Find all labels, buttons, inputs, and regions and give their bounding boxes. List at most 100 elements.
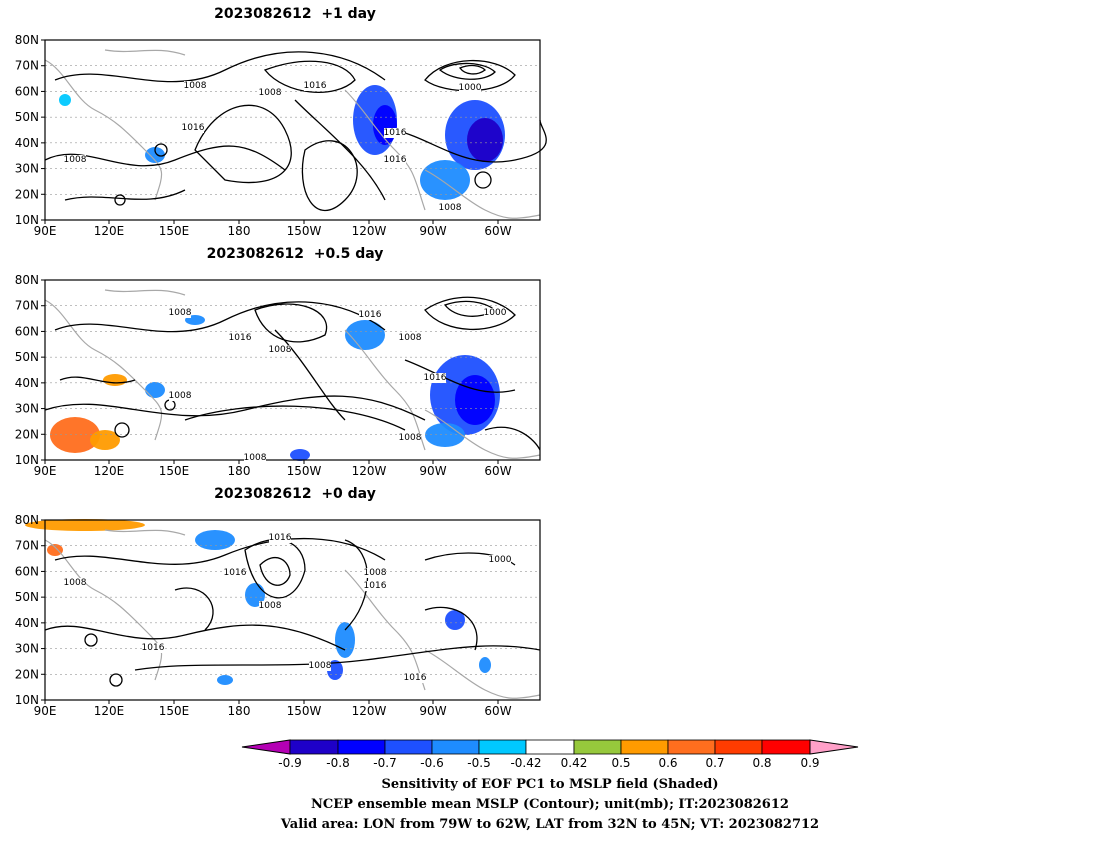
contour-label-bg [424,373,446,383]
caption-line-2: NCEP ensemble mean MSLP (Contour); unit(… [311,797,789,812]
sensitivity-shading [420,160,470,200]
colorbar-segment [478,739,527,755]
lat-label: 40N [15,136,39,150]
mslp-contour [424,606,478,651]
mslp-contour [59,376,136,384]
sensitivity-shading [195,530,235,550]
sensitivity-shading [425,423,465,447]
lat-label: 30N [15,642,39,656]
contour-label-bg [489,555,511,565]
contour-label: 1008 [399,333,422,343]
colorbar-arrow-left [241,739,291,755]
contour-label-bg [229,333,251,343]
contour-label: 1016 [359,310,382,320]
lat-label: 10N [15,693,39,707]
colorbar-segment [714,739,763,755]
sensitivity-shading [217,675,233,685]
colorbar-tick-label: -0.9 [278,756,302,770]
colorbar-segment [289,739,339,755]
contour-label-bg [64,155,86,165]
sensitivity-shading [455,375,495,425]
contour-label: 1008 [64,578,87,588]
contour-label-bg [484,308,506,318]
colorbar-segment [337,739,386,755]
lon-label: 60W [484,704,511,718]
contour-label-bg [142,643,164,653]
contour-label-bg [399,433,421,443]
coastline [104,529,186,536]
map-panel-1: 1008 1016 1008 1016 1008 1016 1016 1000 1008 80N 7… [15,33,547,238]
lat-label: 50N [15,350,39,364]
contour-label-bg [224,568,246,578]
lat-label: 30N [15,402,39,416]
mslp-contour [174,587,214,631]
colorbar-segment [525,739,575,755]
contour-label-bg [244,453,266,463]
colorbar-tick-label: 0.7 [705,756,725,770]
sensitivity-shading [59,94,71,106]
lat-label: 20N [15,667,39,681]
lat-label: 40N [15,616,39,630]
lat-label: 80N [15,33,39,47]
lat-label: 70N [15,299,39,313]
mslp-contour [474,171,492,189]
map-frame [44,519,541,701]
contour-label: 1016 [182,123,205,133]
mslp-contour [114,422,130,438]
colorbar-segment [384,739,433,755]
contour-label-bg [304,81,326,91]
lon-label: 120W [352,224,387,238]
mslp-contour [259,556,291,586]
map-panel-2: 1008101610081016100810001016100810081008… [15,273,541,478]
panel-title: 2023082612 +0 day [214,486,376,502]
mslp-contour [294,99,386,201]
mslp-contour [484,426,541,451]
colorbar-tick-label: -0.7 [373,756,397,770]
contour-label: 1008 [259,601,282,611]
colorbar-tick-label: -0.8 [326,756,350,770]
contour-label: 1016 [404,673,427,683]
sensitivity-shading [47,544,63,556]
lon-label: 180 [228,464,251,478]
sensitivity-shading [479,657,491,673]
lat-label: 20N [15,187,39,201]
coastline [424,169,541,219]
contour-label-bg [309,661,331,671]
lon-label: 150E [159,704,190,718]
coastline [44,59,163,201]
sensitivity-shading [335,622,355,658]
lat-label: 20N [15,427,39,441]
contour-label: 1008 [364,568,387,578]
mslp-contour [44,624,346,651]
contour-label: 1016 [304,81,327,91]
sensitivity-shading [50,417,100,453]
contour-label-bg [439,203,461,213]
lat-label: 60N [15,564,39,578]
coastline [424,649,541,699]
contour-label: 1008 [169,391,192,401]
contour-label: 1008 [309,661,332,671]
contour-label: 1016 [142,643,165,653]
contour-label-bg [169,391,191,401]
lon-label: 120W [352,704,387,718]
lon-label: 150W [287,224,322,238]
map-frame [44,39,541,221]
contour-label: 1000 [459,83,482,93]
contour-label-bg [259,601,281,611]
lon-label: 120W [352,464,387,478]
sensitivity-shading [290,449,310,461]
sensitivity-shading [445,610,465,630]
contour-label-bg [64,578,86,588]
contour-label-bg [269,345,291,355]
lon-label: 90W [419,704,446,718]
sensitivity-shading [145,147,165,163]
contour-label: 1016 [224,568,247,578]
contour-label: 1008 [169,308,192,318]
contour-label-bg [364,568,386,578]
contour-label-bg [399,333,421,343]
mslp-contour [254,303,328,343]
caption-line-1: Sensitivity of EOF PC1 to MSLP field (Sh… [381,777,719,792]
coastline [104,49,186,56]
map-plot-area: 1016 1016 1008 1008 1008 1016 1000 1016 1008 1016 [25,519,541,701]
mslp-contour [301,140,358,212]
